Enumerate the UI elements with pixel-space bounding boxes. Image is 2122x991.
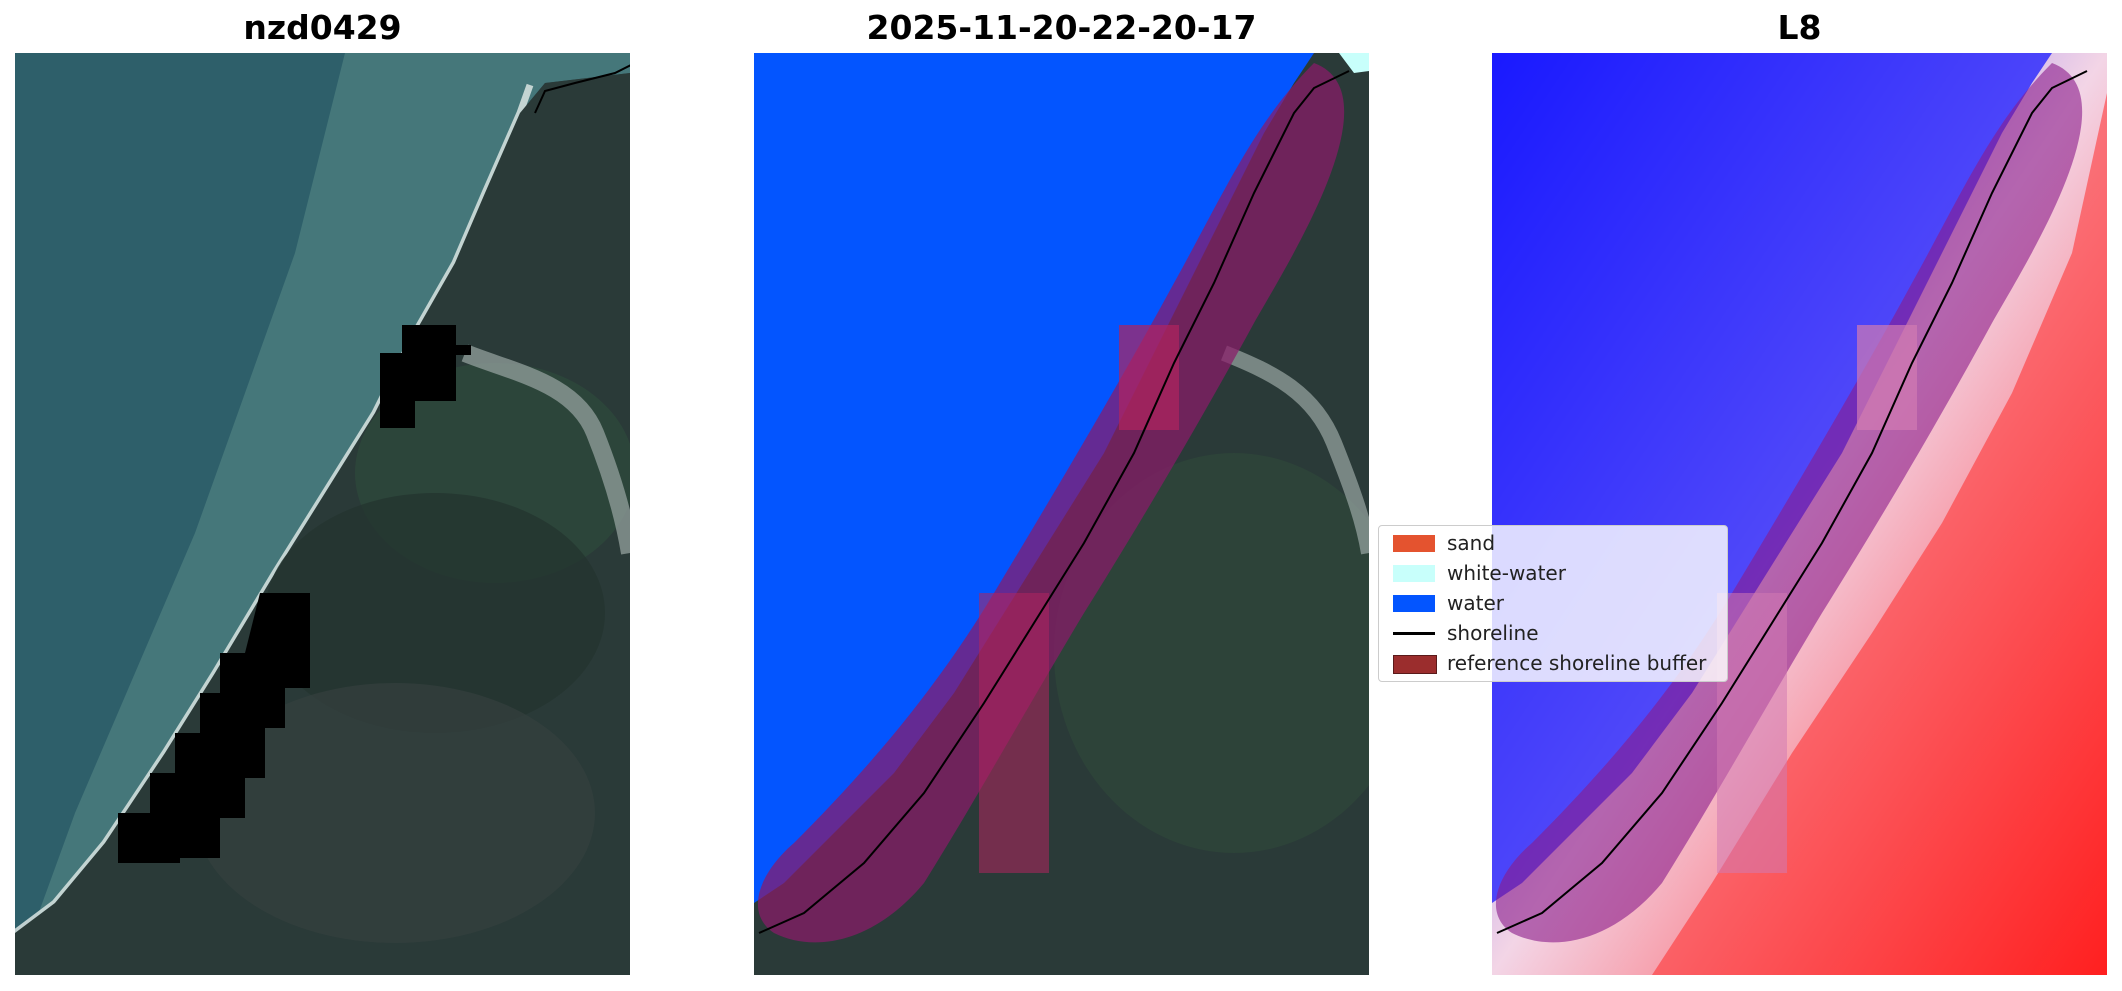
legend-item-sand: sand bbox=[1385, 529, 1715, 557]
reference-buffer-swatch bbox=[1393, 655, 1437, 674]
classification-panel bbox=[754, 53, 1369, 975]
panel-title-classification: 2025-11-20-22-20-17 bbox=[866, 8, 1257, 47]
l8-index-panel bbox=[1492, 53, 2107, 975]
legend-item-shoreline: shoreline bbox=[1385, 619, 1715, 647]
legend-label-sand: sand bbox=[1447, 531, 1496, 555]
sand-swatch bbox=[1393, 535, 1435, 552]
rgb-image-panel bbox=[15, 53, 630, 975]
white-water-swatch bbox=[1393, 565, 1435, 582]
legend-item-water: water bbox=[1385, 589, 1715, 617]
legend-label-water: water bbox=[1447, 591, 1504, 615]
legend-item-reference-buffer: reference shoreline buffer bbox=[1385, 649, 1715, 677]
legend-label-white-water: white-water bbox=[1447, 561, 1566, 585]
panel-title-rgb: nzd0429 bbox=[243, 8, 402, 47]
legend-item-white-water: white-water bbox=[1385, 559, 1715, 587]
panel-title-index: L8 bbox=[1777, 8, 1822, 47]
water-swatch bbox=[1393, 595, 1435, 612]
legend-label-shoreline: shoreline bbox=[1447, 621, 1539, 645]
classification-map bbox=[754, 53, 1369, 975]
l8-index-map bbox=[1492, 53, 2107, 975]
rgb-satellite-image bbox=[15, 53, 630, 975]
legend-label-reference-buffer: reference shoreline buffer bbox=[1447, 651, 1707, 675]
shoreline-line-swatch bbox=[1393, 632, 1435, 635]
water-class-area bbox=[754, 53, 1314, 903]
legend: sand white-water water shoreline referen… bbox=[1378, 525, 1728, 682]
reference-shoreline-buffer bbox=[757, 63, 1345, 943]
